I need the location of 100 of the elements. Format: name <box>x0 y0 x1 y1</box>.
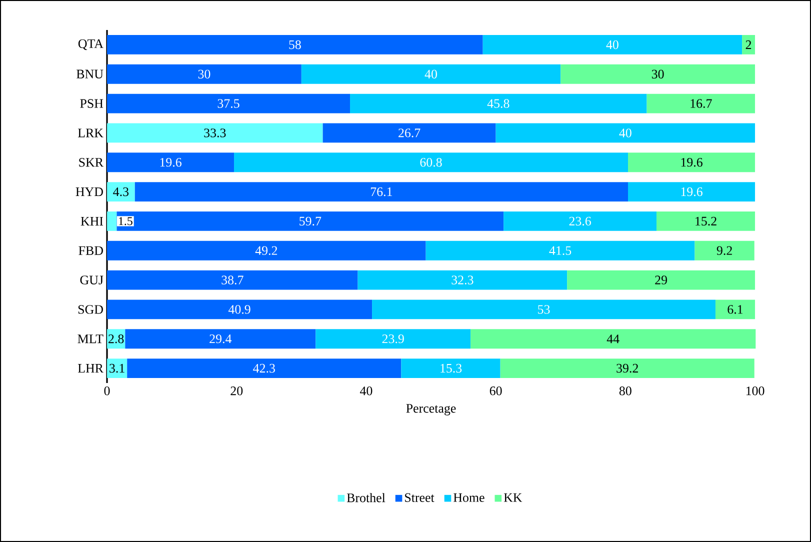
bar <box>116 211 504 231</box>
bar <box>500 358 754 378</box>
bar <box>234 152 628 172</box>
y-tick-label: BNU <box>76 70 104 78</box>
bar <box>107 94 350 114</box>
bar <box>107 300 372 320</box>
data-label: 23.6 <box>569 216 591 226</box>
data-label: 40.9 <box>228 305 250 314</box>
data-label: 26.7 <box>398 128 420 138</box>
data-label: 15.3 <box>440 364 462 373</box>
bar <box>496 123 756 143</box>
legend-label: Street <box>405 493 434 502</box>
data-label: 9.2 <box>716 246 732 255</box>
bar <box>316 329 471 349</box>
data-label: 39.2 <box>616 364 638 373</box>
bar <box>694 240 754 260</box>
bar <box>715 300 756 320</box>
y-tick-label: QTA <box>78 39 104 50</box>
y-tick-label: FBD <box>78 246 103 255</box>
bar <box>560 64 756 84</box>
data-label: 3.1 <box>110 364 124 373</box>
x-tick-label: 40 <box>360 386 372 396</box>
bar <box>646 94 756 114</box>
data-label: 2.8 <box>108 334 124 344</box>
data-label: 59.7 <box>300 216 322 226</box>
data-label: 38.7 <box>222 276 244 284</box>
y-tick-label: HYD <box>76 188 103 196</box>
bar <box>301 64 561 84</box>
data-label: 19.6 <box>160 158 182 167</box>
y-tick-label: LHR <box>78 364 104 373</box>
x-tick-label: 60 <box>490 386 502 396</box>
bar <box>107 211 117 231</box>
data-label: 58 <box>289 40 301 50</box>
data-label: 37.5 <box>218 99 240 108</box>
bar <box>350 94 647 114</box>
data-label: 32.3 <box>452 276 474 284</box>
data-label: 16.7 <box>690 99 712 108</box>
bar <box>107 34 483 54</box>
legend-label: Brothel <box>346 493 386 502</box>
bar <box>656 211 756 231</box>
data-label: 29 <box>655 276 667 284</box>
data-label: 45.8 <box>487 99 510 108</box>
bar <box>372 300 716 320</box>
data-label: 41.5 <box>549 246 572 255</box>
data-label: 49.2 <box>255 246 278 255</box>
bar <box>107 358 128 378</box>
data-label: 15.2 <box>696 216 716 226</box>
bar <box>322 123 496 143</box>
bar <box>567 270 756 290</box>
x-tick-label: 100 <box>746 386 764 396</box>
data-label: 19.6 <box>681 187 702 196</box>
data-label: 76.1 <box>370 187 392 196</box>
data-label: 30 <box>198 70 210 78</box>
bar <box>482 34 742 54</box>
data-label: 1.5 <box>118 217 132 226</box>
y-tick-label: LRK <box>78 128 104 138</box>
x-tick-label: 20 <box>230 386 243 396</box>
bar <box>426 240 695 260</box>
data-label: 29.4 <box>210 334 232 344</box>
bar <box>107 240 426 260</box>
x-axis-title: Percetage <box>406 404 456 416</box>
data-label: 44 <box>606 334 620 344</box>
data-label: 4.3 <box>113 187 129 196</box>
bar <box>470 329 756 349</box>
data-label: 33.3 <box>204 128 226 138</box>
bar <box>107 123 323 143</box>
bar <box>107 270 358 290</box>
x-tick-label: 80 <box>619 386 632 396</box>
bar <box>107 152 234 172</box>
data-label: 6.1 <box>728 305 743 314</box>
y-tick-label: PSH <box>80 99 104 108</box>
y-tick-label: MLT <box>78 334 104 344</box>
bar <box>628 152 756 172</box>
data-label: 19.6 <box>681 158 702 167</box>
data-label: 40 <box>424 70 437 78</box>
data-label: 53 <box>538 305 550 314</box>
data-label: 30 <box>652 70 664 78</box>
y-tick-label: KHI <box>80 216 104 226</box>
legend-label: Home <box>454 493 484 502</box>
data-label: 60.8 <box>420 158 442 167</box>
y-tick-label: GUJ <box>80 276 104 284</box>
bar <box>742 34 756 54</box>
data-label: 40 <box>619 128 632 138</box>
bar <box>504 211 657 231</box>
data-label: 23.9 <box>382 334 404 344</box>
bar <box>401 358 500 378</box>
bar <box>134 182 628 202</box>
bar <box>107 182 135 202</box>
bar <box>127 358 402 378</box>
legend-label: KK <box>504 493 522 502</box>
y-tick-label: SKR <box>79 158 104 167</box>
bar <box>628 182 756 202</box>
y-tick-label: SGD <box>78 305 103 314</box>
x-tick-label: 0 <box>104 386 110 396</box>
bar <box>358 270 568 290</box>
data-label: 2 <box>746 40 752 49</box>
bar <box>107 64 302 84</box>
bar <box>125 329 316 349</box>
data-label: 40 <box>606 40 618 50</box>
data-label: 42.3 <box>253 364 275 373</box>
